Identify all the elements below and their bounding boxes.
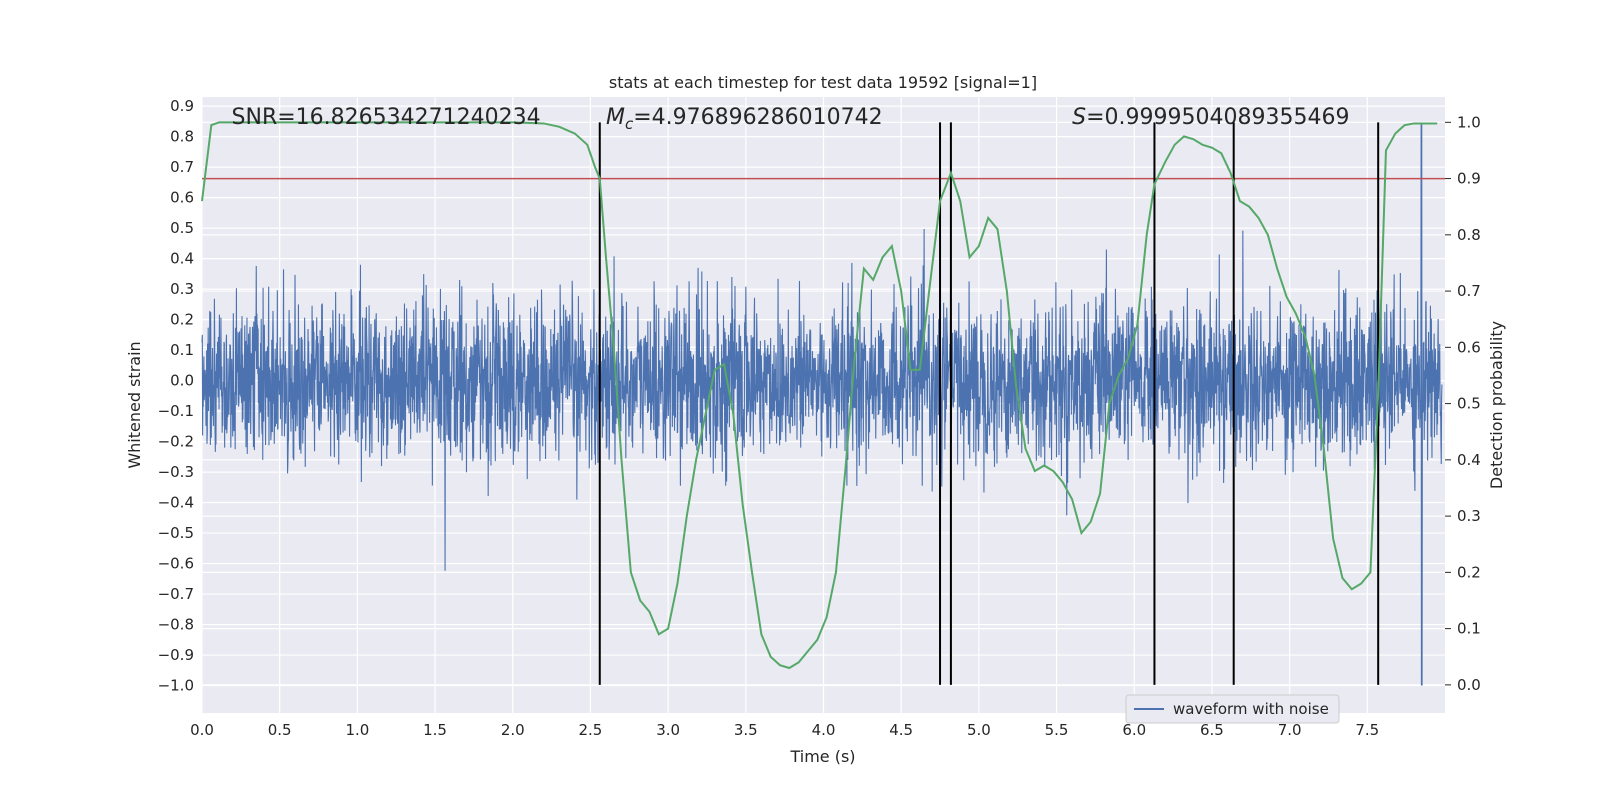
axes-layer: 0.0 0.5 1.0 1.5 2.0 2.5 3.0 3.5 4.0 4.5 5.0 5.5 6.0 6… — [158, 97, 1481, 739]
y-left-tick-label: −0.1 — [158, 402, 194, 420]
x-tick-label: 7.5 — [1355, 721, 1379, 739]
y-left-tick-label: 0.5 — [170, 219, 194, 237]
x-tick-label: 4.5 — [889, 721, 913, 739]
y-axis-label-right: Detection probability — [1487, 321, 1506, 489]
y-left-tick-label: −0.4 — [158, 494, 194, 512]
y-left-tick-label: −0.3 — [158, 463, 194, 481]
x-tick-label: 7.0 — [1278, 721, 1302, 739]
x-tick-label: 6.0 — [1122, 721, 1146, 739]
x-axis-label: Time (s) — [789, 747, 855, 766]
snr-annotation: SNR=16.826534271240234 — [232, 105, 541, 130]
probability-series-line — [201, 121, 1438, 670]
chart-title: stats at each timestep for test data 195… — [609, 73, 1037, 92]
chirp-mass-value: =4.976896286010742 — [633, 105, 882, 130]
y-left-tick-label: −0.8 — [158, 616, 194, 634]
y-left-tick-label: −0.2 — [158, 433, 194, 451]
x-tick-label: 1.0 — [345, 721, 369, 739]
chirp-mass-annotation: Mc=4.976896286010742 — [606, 105, 883, 133]
x-tick-label: 5.0 — [967, 721, 991, 739]
legend-label-waveform: waveform with noise — [1173, 700, 1329, 718]
x-tick-label: 1.5 — [423, 721, 447, 739]
y-left-tick-label: 0.8 — [170, 128, 194, 146]
y-right-tick-label: 0.3 — [1457, 507, 1481, 525]
y-right-tick-label: 0.7 — [1457, 282, 1481, 300]
y-left-tick-label: −1.0 — [158, 677, 194, 695]
y-left-tick-label: 0.4 — [170, 250, 194, 268]
significance-symbol: S — [1072, 105, 1086, 130]
significance-value: =0.9999504089355469 — [1086, 105, 1349, 130]
y-left-tick-label: 0.3 — [170, 280, 194, 298]
legend: waveform with noise — [1125, 694, 1340, 724]
y-right-tick-label: 0.0 — [1457, 676, 1481, 694]
y-right-tick-label: 0.2 — [1457, 563, 1481, 581]
x-tick-label: 3.5 — [734, 721, 758, 739]
y-left-tick-label: −0.6 — [158, 555, 194, 573]
x-tick-label: 0.5 — [268, 721, 292, 739]
y-axis-label-left: Whitened strain — [125, 341, 144, 468]
y-left-tick-label: −0.5 — [158, 524, 194, 542]
snr-annotation-text: SNR=16.826534271240234 — [232, 105, 541, 130]
y-right-tick-label: 0.6 — [1457, 338, 1481, 356]
x-tick-label: 2.5 — [579, 721, 603, 739]
y-left-tick-label: 0.1 — [170, 341, 194, 359]
y-right-tick-label: 0.1 — [1457, 620, 1481, 638]
x-tick-label: 6.5 — [1200, 721, 1224, 739]
y-right-tick-label: 1.0 — [1457, 113, 1481, 131]
y-left-tick-label: 0.2 — [170, 311, 194, 329]
x-tick-label: 3.0 — [656, 721, 680, 739]
chirp-mass-symbol: M — [606, 105, 625, 130]
y-left-tick-label: 0.9 — [170, 97, 194, 115]
x-tick-label: 4.0 — [812, 721, 836, 739]
x-tick-label: 2.0 — [501, 721, 525, 739]
waveform-layer — [201, 124, 1443, 686]
x-tick-label: 0.0 — [190, 721, 214, 739]
x-tick-label: 5.5 — [1045, 721, 1069, 739]
significance-annotation: S=0.9999504089355469 — [1072, 105, 1349, 130]
y-left-tick-label: −0.9 — [158, 646, 194, 664]
y-left-tick-label: −0.7 — [158, 585, 194, 603]
y-right-tick-label: 0.5 — [1457, 395, 1481, 413]
waveform-series-line — [201, 124, 1443, 686]
legend-box — [1125, 694, 1340, 724]
y-left-tick-label: 0.0 — [170, 372, 194, 390]
y-right-tick-label: 0.8 — [1457, 226, 1481, 244]
y-left-tick-label: 0.7 — [170, 158, 194, 176]
chirp-mass-subscript: c — [625, 115, 634, 133]
y-right-tick-label: 0.9 — [1457, 170, 1481, 188]
y-left-tick-label: 0.6 — [170, 189, 194, 207]
y-right-tick-label: 0.4 — [1457, 451, 1481, 469]
